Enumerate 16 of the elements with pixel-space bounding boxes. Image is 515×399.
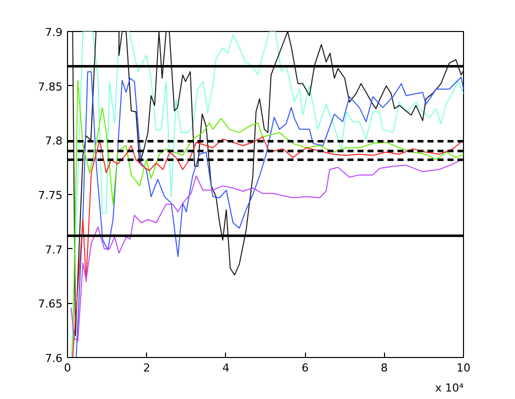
x-tick-label: 4 — [222, 362, 230, 374]
y-tick-label: 7.9 — [45, 26, 63, 39]
y-tick-label: 7.75 — [38, 189, 63, 202]
y-tick-label: 7.7 — [45, 243, 63, 256]
text: x 10⁴ — [435, 382, 464, 394]
x-tick-label: 2 — [143, 362, 150, 374]
x-tick-label: 6 — [302, 362, 309, 374]
y-tick-label: 7.65 — [38, 298, 63, 311]
x-tick-label: 0 — [64, 362, 71, 374]
y-tick-label: 7.85 — [38, 80, 63, 94]
line-series — [72, 136, 464, 358]
line-series — [70, 158, 464, 342]
x-tick-label: 8 — [380, 362, 388, 374]
x-tick-label: 10 — [456, 362, 470, 374]
y-tick-label: 7.6 — [45, 352, 63, 365]
y-tick-label: 7.8 — [45, 134, 63, 148]
